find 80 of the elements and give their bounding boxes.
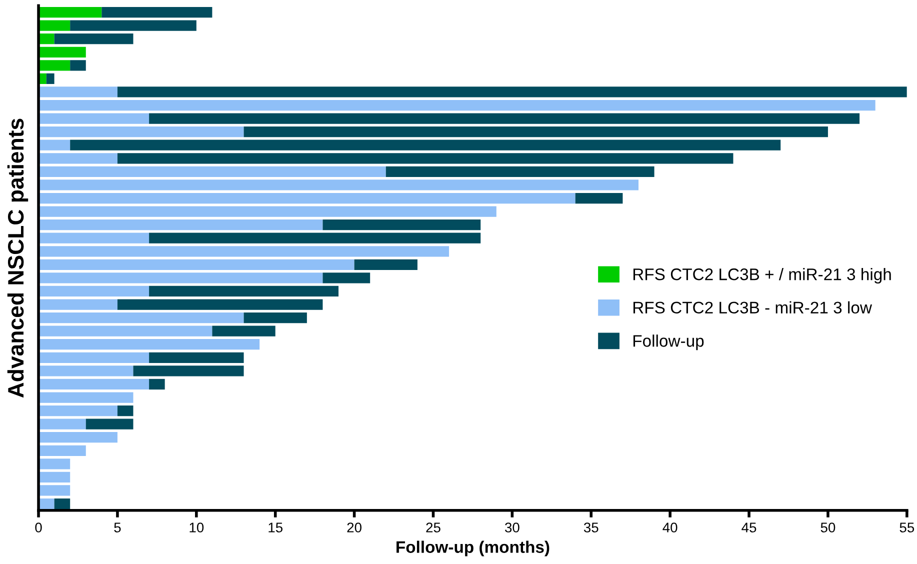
legend-label: RFS CTC2 LC3B + / miR-21 3 high: [633, 268, 891, 284]
legend-label: Follow-up: [633, 334, 704, 350]
bar: [38, 192, 576, 204]
bar: [38, 472, 70, 483]
bar: [149, 378, 165, 390]
bar: [322, 272, 370, 284]
x-tick-label: 45: [742, 522, 756, 532]
bar: [38, 20, 70, 31]
x-tick-label: 35: [584, 522, 598, 532]
bar: [38, 166, 386, 177]
x-tick-label: 40: [662, 522, 678, 532]
bar: [38, 126, 244, 138]
x-tick-label: 5: [114, 522, 121, 532]
bar: [38, 498, 54, 510]
bar: [38, 100, 876, 111]
bar: [38, 485, 70, 496]
bar: [38, 286, 150, 297]
bar: [38, 60, 70, 71]
x-tick-label: 0: [35, 522, 42, 532]
bar: [38, 206, 496, 217]
x-axis-title: Follow-up (months): [396, 540, 550, 556]
bar: [38, 34, 54, 44]
bar: [117, 405, 134, 416]
bar: [117, 299, 323, 310]
bar: [70, 140, 781, 150]
bar: [38, 259, 354, 270]
bar: [86, 418, 134, 430]
bar: [38, 326, 212, 336]
bar: [38, 392, 134, 403]
bar: [149, 352, 244, 363]
bar: [354, 259, 418, 270]
bar: [54, 34, 134, 44]
bar: [575, 192, 623, 204]
bar: [149, 113, 860, 124]
bar: [38, 378, 150, 390]
bar: [38, 86, 118, 98]
bar: [386, 166, 654, 177]
bar: [38, 246, 450, 257]
bar: [38, 180, 638, 190]
bar: [38, 339, 260, 350]
bar: [38, 418, 86, 430]
bar: [38, 113, 150, 124]
bar: [38, 352, 150, 363]
bar: [70, 20, 196, 31]
bar: [322, 220, 481, 230]
x-tick-label: 20: [347, 522, 362, 532]
bar: [38, 366, 134, 376]
bar: [38, 46, 86, 58]
bar: [38, 432, 118, 443]
bar: [38, 220, 323, 230]
bar: [244, 312, 307, 324]
bar: [70, 60, 86, 71]
x-tick-label: 15: [268, 522, 282, 532]
bar: [149, 286, 339, 297]
x-tick-label: 55: [900, 522, 914, 532]
y-axis-title: Advanced NSCLC patients: [7, 118, 28, 398]
bar: [244, 126, 828, 138]
bar: [38, 140, 70, 150]
bar: [133, 366, 244, 376]
bar: [38, 458, 70, 470]
bar: [117, 86, 907, 98]
bar: [46, 73, 54, 84]
bar: [117, 153, 734, 164]
bar: [54, 498, 70, 510]
x-tick-label: 50: [820, 522, 836, 532]
bar: [212, 326, 276, 336]
legend-label: RFS CTC2 LC3B - miR-21 3 low: [633, 301, 872, 314]
bar: [149, 232, 481, 244]
bar: [38, 6, 102, 18]
bar: [38, 299, 118, 310]
bar: [38, 312, 244, 324]
bar: [38, 272, 323, 284]
x-tick-label: 25: [426, 522, 440, 532]
bar: [102, 6, 212, 18]
x-tick-label: 30: [504, 522, 520, 532]
bar: [38, 232, 150, 244]
bar: [38, 153, 118, 164]
bar: [38, 405, 118, 416]
x-tick-label: 10: [190, 522, 204, 532]
bar: [38, 445, 86, 456]
